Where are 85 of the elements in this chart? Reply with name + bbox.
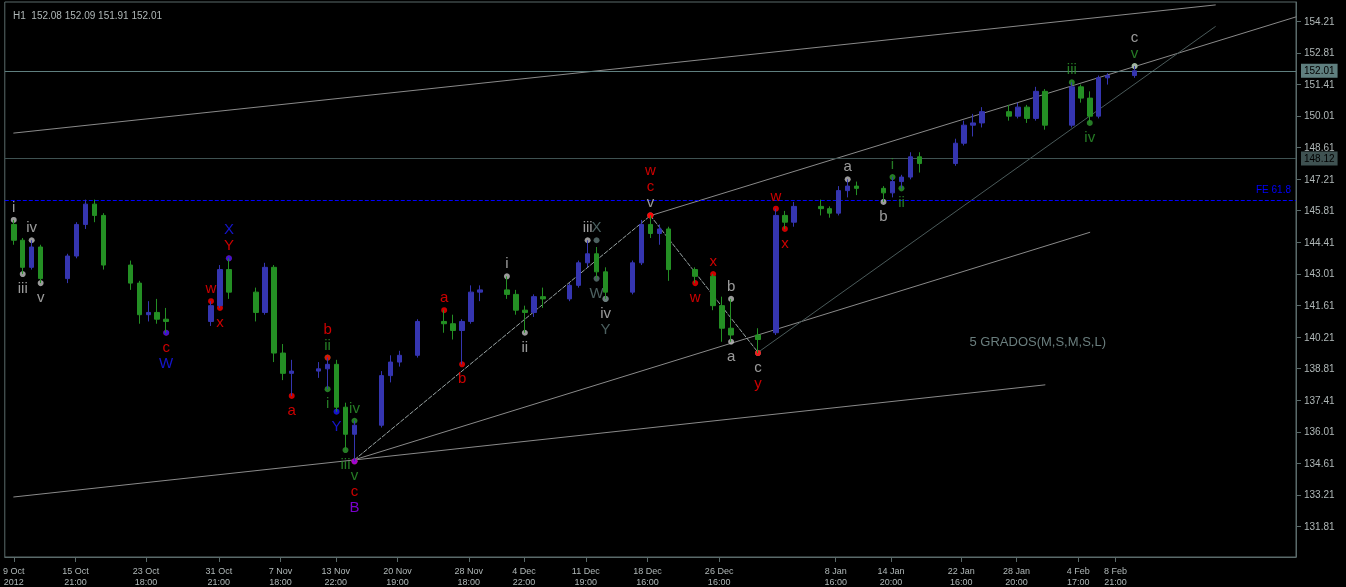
y-tick-label: 145.81 <box>1304 205 1336 217</box>
y-tick-label: 134.61 <box>1304 457 1336 469</box>
data-label: B <box>349 498 360 516</box>
data-label: iv <box>349 398 361 416</box>
data-label: y <box>754 374 763 392</box>
data-label: Y <box>331 416 342 434</box>
data-label: x <box>709 252 718 270</box>
x-tick-label: 23 Oct 18:00 <box>132 565 160 587</box>
data-label: w <box>688 288 701 306</box>
data-label: b <box>457 369 467 387</box>
data-label: iii <box>17 279 28 297</box>
data-label: x <box>216 312 225 330</box>
x-tick-label: 4 Feb 17:00 <box>1066 565 1090 587</box>
x-tick-label: 7 Nov 18:00 <box>268 565 293 587</box>
x-tick-label: 28 Jan 20:00 <box>1003 565 1031 587</box>
ref-line-label: FE 61.8 <box>1255 184 1292 196</box>
annotation: 5 GRADOS(M,S,M,S,L) <box>969 334 1107 349</box>
y-tick-label: 137.41 <box>1304 394 1336 406</box>
data-label: ii <box>898 193 905 211</box>
data-label: X <box>591 218 602 236</box>
data-label: ii <box>521 337 529 355</box>
x-tick-label: 8 Feb 21:00 <box>1104 565 1128 587</box>
x-tick-label: 11 Dec 19:00 <box>571 565 601 587</box>
y-tick-label: 138.81 <box>1304 363 1336 375</box>
text: H1 152.08 152.09 151.91 152.01 <box>13 9 163 21</box>
x-tick-label: 31 Oct 21:00 <box>205 565 233 587</box>
data-label: c <box>1130 28 1139 46</box>
data-label: a <box>439 288 449 306</box>
data-label: iv <box>1084 127 1096 145</box>
x-tick-label: 18 Dec 16:00 <box>633 565 663 587</box>
data-label: i <box>890 155 895 173</box>
data-label: W <box>159 353 175 371</box>
data-label: w <box>204 279 217 297</box>
y-tick-label: 150.01 <box>1304 110 1336 122</box>
data-label: i <box>12 197 16 215</box>
data-label: b <box>879 206 888 224</box>
y-tick-label: 147.21 <box>1304 173 1336 185</box>
x-tick-label: 26 Dec 16:00 <box>704 565 734 587</box>
data-label: iii <box>582 218 593 236</box>
x-tick-label: 15 Oct 21:00 <box>62 565 90 587</box>
y-tick-label: 151.41 <box>1304 78 1336 90</box>
x-tick-label: 13 Nov 22:00 <box>321 565 351 587</box>
data-label: v <box>350 466 359 484</box>
data-label: X <box>223 220 234 238</box>
ref-line-label: 152.01 <box>1304 65 1336 77</box>
data-label: iv <box>600 303 612 321</box>
x-tick-label: 9 Oct 2012 <box>3 565 25 587</box>
data-label: b <box>323 319 332 337</box>
data-label: c <box>162 337 171 355</box>
data-label: W <box>589 283 605 301</box>
x-tick-label: 4 Dec 22:00 <box>512 565 537 587</box>
data-label: w <box>769 186 782 204</box>
y-tick-label: 152.81 <box>1304 47 1336 59</box>
y-tick-label: 136.01 <box>1304 426 1336 438</box>
data-label: ii <box>324 335 331 353</box>
data-label: v <box>36 288 45 306</box>
data-label: x <box>781 233 790 251</box>
y-tick-label: 143.01 <box>1304 268 1336 280</box>
x-tick-label: 8 Jan 16:00 <box>824 565 847 587</box>
data-label: i <box>325 394 330 412</box>
data-label: c <box>754 358 763 376</box>
data-label: Y <box>223 236 234 254</box>
y-tick-label: 133.21 <box>1304 489 1336 501</box>
data-label: b <box>726 276 736 294</box>
data-label: Y <box>600 319 611 337</box>
x-tick-label: 14 Jan 20:00 <box>877 565 905 587</box>
data-label: iv <box>26 218 38 236</box>
data-label: a <box>843 157 853 175</box>
data-label: c <box>646 177 655 195</box>
y-tick-label: 148.61 <box>1304 142 1336 154</box>
x-tick-label: 28 Nov 18:00 <box>454 565 484 587</box>
data-label: w <box>643 161 656 179</box>
ref-line-label: 148.12 <box>1304 153 1336 165</box>
data-label: a <box>726 346 736 364</box>
y-tick-label: 131.81 <box>1304 521 1336 533</box>
y-tick-label: 144.41 <box>1304 236 1336 248</box>
data-label: a <box>287 400 297 418</box>
x-tick-label: 22 Jan 16:00 <box>947 565 975 587</box>
y-tick-label: 140.21 <box>1304 331 1336 343</box>
data-label: v <box>1130 44 1139 62</box>
y-tick-label: 141.61 <box>1304 299 1336 311</box>
x-tick-label: 20 Nov 19:00 <box>383 565 413 587</box>
data-label: i <box>505 254 509 272</box>
data-label: c <box>350 482 359 500</box>
y-tick-label: 154.21 <box>1304 15 1336 27</box>
